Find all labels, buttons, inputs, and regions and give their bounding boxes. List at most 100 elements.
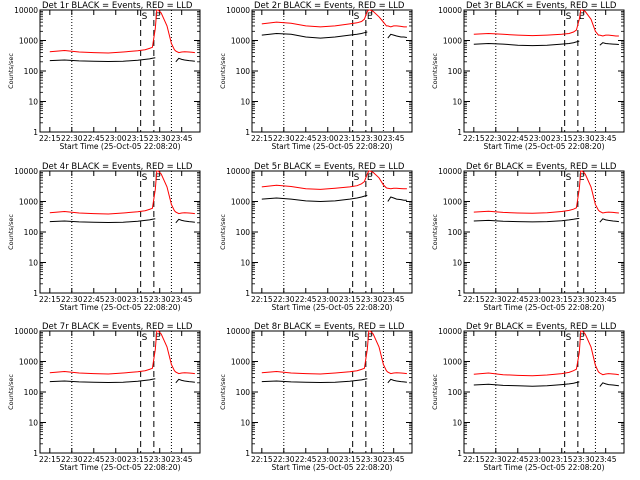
x-tick-label: 23:00 [317,295,339,304]
x-tick-label: 22:30 [485,134,507,143]
x-tick-label: 22:15 [251,455,273,464]
lld-series-line [473,170,619,214]
marker-label: E [579,333,585,343]
x-axis-label: Start Time (25-Oct-05 22:08:20) [271,303,392,312]
y-tick-label: 10000 [226,327,250,336]
events-series-line [473,40,580,47]
y-tick-label: 10 [452,419,462,428]
x-axis-label: Start Time (25-Oct-05 22:08:20) [483,463,604,472]
x-tick-label: 22:30 [61,455,83,464]
x-tick-label: 22:45 [83,295,105,304]
x-axis-label: Start Time (25-Oct-05 22:08:20) [483,142,604,151]
y-tick-label: 10 [28,419,38,428]
marker-label: E [367,12,373,22]
y-axis-label: Counts/sec [431,214,439,250]
x-axis-label: Start Time (25-Oct-05 22:08:20) [271,142,392,151]
x-tick-label: 22:45 [83,134,105,143]
y-axis-label: Counts/sec [219,214,227,250]
y-axis-label: Counts/sec [219,53,227,89]
y-tick-label: 1000 [19,198,38,207]
y-axis-label: Counts/sec [219,374,227,410]
y-tick-label: 10000 [14,6,38,15]
detector-panel: Det 4r BLACK = Events, RED = LLD 1 10 100 10… [7,162,201,312]
plot-frame [463,170,625,294]
y-axis-label: Counts/sec [7,53,15,89]
x-axis-label: Start Time (25-Oct-05 22:08:20) [59,142,180,151]
y-tick-label: 1 [245,128,250,137]
x-axis-label: Start Time (25-Oct-05 22:08:20) [483,303,604,312]
x-tick-label: 23:00 [317,455,339,464]
events-series-line [175,57,195,63]
x-tick-label: 22:45 [507,134,529,143]
x-tick-label: 23:15 [127,295,149,304]
plot-frame [251,170,413,294]
events-series-line [387,33,407,39]
y-tick-label: 1 [457,128,462,137]
lld-series-line [473,330,619,377]
x-tick-label: 22:45 [83,455,105,464]
x-tick-label: 23:15 [551,295,573,304]
x-tick-label: 22:15 [251,134,273,143]
y-tick-label: 1000 [231,198,250,207]
x-tick-label: 23:45 [171,455,193,464]
x-tick-label: 22:30 [273,295,295,304]
marker-label: E [155,333,161,343]
events-series-line [49,218,156,224]
y-axis-label: Counts/sec [7,374,15,410]
x-tick-label: 23:45 [595,134,617,143]
plot-frame [251,9,413,133]
marker-label: S [354,333,360,343]
y-tick-label: 100 [448,67,463,76]
y-tick-label: 1 [33,449,38,458]
x-tick-label: 22:15 [463,134,485,143]
panel-title: Det 1r BLACK = Events, RED = LLD [42,1,193,11]
x-tick-label: 22:45 [295,455,317,464]
x-tick-label: 23:45 [383,295,405,304]
x-tick-label: 23:30 [361,295,383,304]
x-tick-label: 23:30 [361,134,383,143]
panel-title: Det 2r BLACK = Events, RED = LLD [254,1,405,11]
detector-panel: Det 2r BLACK = Events, RED = LLD 1 10 100 10… [219,1,413,151]
panel-title: Det 9r BLACK = Events, RED = LLD [466,322,617,332]
x-tick-label: 22:15 [463,295,485,304]
detector-panel: Det 8r BLACK = Events, RED = LLD 1 10 100 10… [219,322,413,472]
y-tick-label: 1 [33,289,38,298]
y-tick-label: 10 [452,98,462,107]
events-series-line [387,378,407,384]
y-tick-label: 10000 [14,167,38,176]
events-series-line [49,378,156,384]
x-tick-label: 23:45 [595,455,617,464]
detector-panel: Det 5r BLACK = Events, RED = LLD 1 10 100 10… [219,162,413,312]
x-tick-label: 23:45 [171,295,193,304]
y-tick-label: 1 [33,128,38,137]
y-tick-label: 10000 [438,6,462,15]
events-series-line [49,57,156,63]
plot-frame [39,9,201,133]
x-tick-label: 23:30 [573,134,595,143]
x-tick-label: 23:00 [317,134,339,143]
x-tick-label: 23:30 [149,134,171,143]
events-series-line [261,378,368,384]
marker-label: E [579,173,585,183]
x-tick-label: 22:45 [507,295,529,304]
y-tick-label: 10 [240,98,250,107]
x-tick-label: 23:45 [383,455,405,464]
y-tick-label: 10000 [438,167,462,176]
y-tick-label: 100 [236,67,251,76]
x-tick-label: 22:15 [39,295,61,304]
x-tick-label: 23:15 [339,134,361,143]
x-tick-label: 23:30 [361,455,383,464]
panel-title: Det 5r BLACK = Events, RED = LLD [254,162,405,172]
marker-label: S [142,333,148,343]
lld-series-line [261,9,407,28]
detector-panel: Det 7r BLACK = Events, RED = LLD 1 10 100 10… [7,322,201,472]
marker-label: E [367,173,373,183]
x-tick-label: 22:45 [507,455,529,464]
panel-title: Det 6r BLACK = Events, RED = LLD [466,162,617,172]
y-tick-label: 1 [245,449,250,458]
plot-frame [251,330,413,454]
y-tick-label: 1 [457,449,462,458]
x-tick-label: 22:45 [295,134,317,143]
lld-series-line [261,330,407,375]
